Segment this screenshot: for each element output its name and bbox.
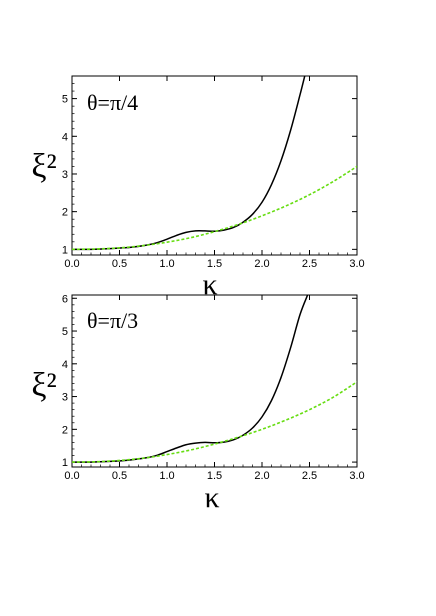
y-tick-label: 4	[62, 131, 68, 143]
x-tick-label: 0.5	[112, 258, 127, 270]
y-tick-label: 3	[62, 169, 68, 181]
panel-title: θ=π/4	[87, 90, 138, 115]
y-tick-label: 3	[62, 392, 68, 404]
panel-title: θ=π/3	[87, 308, 138, 333]
x-tick-label: 0.0	[64, 258, 79, 270]
x-axis: 0.0 0.5 1.0 1.5 2.0 2.5 3.0	[64, 76, 365, 270]
series-layer	[72, 76, 357, 251]
y-tick-label: 6	[62, 293, 68, 305]
x-tick-label: 1.0	[159, 258, 174, 270]
series-layer	[72, 295, 357, 463]
series-line-dashed	[72, 381, 357, 463]
y-axis: 1 2 3 4 5 6	[62, 293, 357, 469]
x-axis: 0.0 0.5 1.0 1.5 2.0 2.5 3.0	[64, 295, 365, 482]
x-tick-label: 1.5	[207, 470, 222, 482]
x-tick-label: 3.0	[349, 470, 364, 482]
x-axis-label: κ	[202, 268, 217, 301]
x-tick-label: 0.5	[112, 470, 127, 482]
x-tick-label: 2.0	[254, 470, 269, 482]
y-tick-label: 5	[62, 94, 68, 106]
y-axis-label: ξ²	[31, 367, 56, 404]
chart-panel-bottom: θ=π/3 0.0 0.5 1.0 1.5 2.0 2.5 3.0 1 2 3 4 5 6 κ ξ²	[31, 293, 364, 514]
y-tick-label: 4	[62, 359, 68, 371]
y-tick-label: 1	[62, 457, 68, 469]
y-tick-label: 2	[62, 207, 68, 219]
y-axis-label: ξ²	[31, 148, 56, 185]
x-tick-label: 1.0	[159, 470, 174, 482]
y-tick-label: 1	[62, 244, 68, 256]
x-tick-label: 2.5	[302, 258, 317, 270]
y-tick-label: 5	[62, 326, 68, 338]
y-tick-label: 2	[62, 424, 68, 436]
x-tick-label: 0.0	[64, 470, 79, 482]
chart-panel-top: θ=π/4 0.0 0.5 1.0 1.5 2.0 2.5 3.0 1 2 3 4 5 κ ξ²	[31, 75, 365, 301]
x-tick-label: 2.5	[302, 470, 317, 482]
x-tick-label: 1.5	[207, 258, 222, 270]
x-axis-label: κ	[204, 481, 219, 514]
x-tick-label: 3.0	[349, 258, 364, 270]
x-tick-label: 2.0	[254, 258, 269, 270]
series-line-dashed	[72, 165, 357, 251]
